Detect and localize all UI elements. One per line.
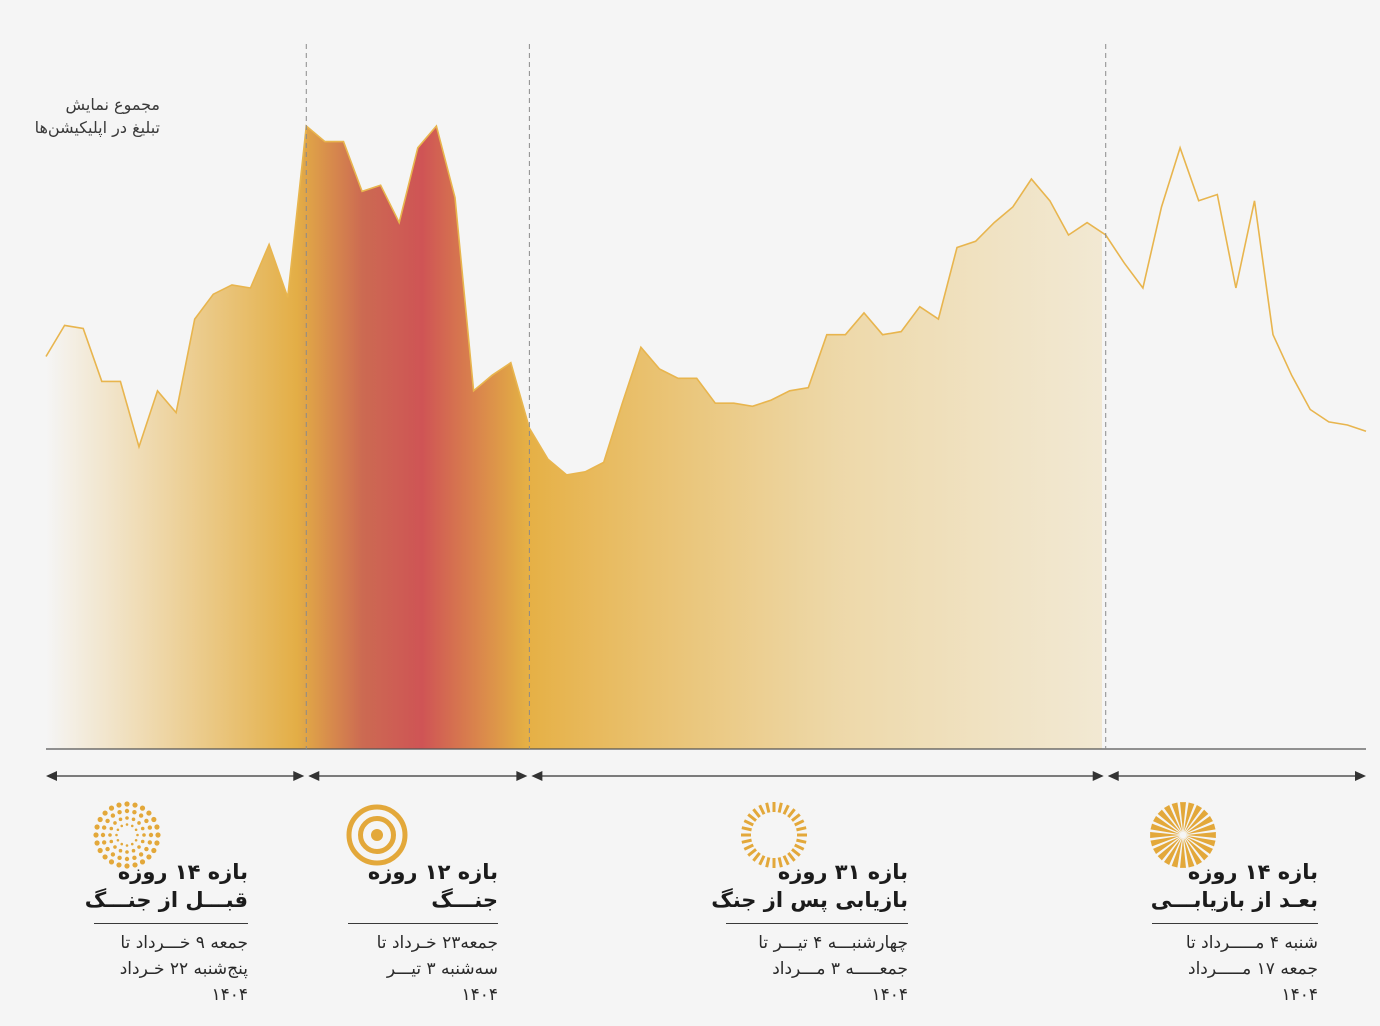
period-before-dates-line-1: جمعه ۹ خـــرداد تا bbox=[120, 933, 248, 953]
period-war-title-line-1: بازه ۱۲ روزه bbox=[367, 860, 498, 884]
period-before-dates-line-2: پنج‌شنبه ۲۲ خـرداد bbox=[119, 959, 248, 979]
period-span-arrow-war bbox=[308, 771, 528, 781]
series-line bbox=[45, 124, 1367, 476]
y-axis-label-line-1: مجموع نمایش bbox=[65, 95, 160, 114]
period-war-title: بازه ۱۲ روزه جنـــگ bbox=[368, 858, 498, 914]
period-span-arrow-recovery bbox=[531, 771, 1104, 781]
period-before-title-line-2: قبـــل از جنـــگ bbox=[84, 888, 248, 912]
period-after-title-line-2: بعـد از بازیابـــی bbox=[1150, 888, 1318, 912]
concentric-rings-icon bbox=[346, 804, 408, 866]
period-recovery-title-line-1: بازه ۳۱ روزه bbox=[777, 860, 908, 884]
period-war-rule bbox=[348, 923, 498, 924]
period-span-arrow-after bbox=[1107, 771, 1366, 781]
period-after-title-line-1: بازه ۱۴ روزه bbox=[1187, 860, 1318, 884]
period-recovery-title: بازه ۳۱ روزه بازیابی پس از جنگ bbox=[711, 858, 908, 914]
period-before-dates: جمعه ۹ خـــرداد تا پنج‌شنبه ۲۲ خـرداد ۱۴… bbox=[120, 930, 248, 1008]
period-war: بازه ۱۲ روزه جنـــگ جمعه۲۳ خـرداد تا سه‌… bbox=[300, 800, 498, 1010]
period-after-title: بازه ۱۴ روزه بعـد از بازیابـــی bbox=[1151, 858, 1318, 914]
dotted-circle-icon bbox=[93, 801, 161, 869]
period-before-title-line-1: بازه ۱۴ روزه bbox=[117, 860, 248, 884]
period-after-rule bbox=[1152, 923, 1318, 924]
period-recovery-dates-line-3: ۱۴۰۴ bbox=[871, 985, 908, 1005]
area-fill bbox=[46, 126, 1366, 749]
period-recovery-dates: چهارشنبـــه ۴ تیـــر تا جمعـــــه ۳ مـــ… bbox=[758, 930, 908, 1008]
period-war-dates-line-2: سه‌شنبه ۳ تیـــر bbox=[386, 959, 498, 979]
period-war-dates-line-3: ۱۴۰۴ bbox=[461, 985, 498, 1005]
period-recovery-rule bbox=[726, 923, 908, 924]
period-war-title-line-2: جنـــگ bbox=[431, 888, 498, 912]
period-after-dates-line-1: شنبه ۴ مـــــرداد تا bbox=[1185, 933, 1318, 953]
period-span-arrow-before bbox=[46, 771, 305, 781]
y-axis-label-line-2: تبلیغ در اپلیکیشن‌ها bbox=[34, 118, 160, 137]
dashed-ring-icon bbox=[741, 802, 807, 868]
y-axis-label: مجموع نمایش تبلیغ در اپلیکیشن‌ها bbox=[2, 93, 160, 139]
period-before-war: بازه ۱۴ روزه قبـــل از جنـــگ جمعه ۹ خــ… bbox=[46, 800, 248, 1010]
period-recovery-dates-line-2: جمعـــــه ۳ مـــرداد bbox=[772, 959, 908, 979]
period-after-dates-line-3: ۱۴۰۴ bbox=[1281, 985, 1318, 1005]
period-recovery-dates-line-1: چهارشنبـــه ۴ تیـــر تا bbox=[758, 933, 908, 953]
period-before-rule bbox=[94, 923, 248, 924]
period-before-dates-line-3: ۱۴۰۴ bbox=[211, 985, 248, 1005]
period-recovery-title-line-2: بازیابی پس از جنگ bbox=[711, 888, 908, 912]
period-after-dates: شنبه ۴ مـــــرداد تا جمعه ۱۷ مـــــرداد … bbox=[1186, 930, 1318, 1008]
period-after-dates-line-2: جمعه ۱۷ مـــــرداد bbox=[1188, 959, 1318, 979]
period-recovery: بازه ۳۱ روزه بازیابی پس از جنگ چهارشنبــ… bbox=[690, 800, 908, 1010]
period-war-dates: جمعه۲۳ خـرداد تا سه‌شنبه ۳ تیـــر ۱۴۰۴ bbox=[377, 930, 498, 1008]
period-war-dates-line-1: جمعه۲۳ خـرداد تا bbox=[376, 933, 498, 953]
sunburst-icon bbox=[1150, 802, 1216, 868]
period-after-recovery: بازه ۱۴ روزه بعـد از بازیابـــی شنبه ۴ م… bbox=[1110, 800, 1318, 1010]
period-before-title: بازه ۱۴ روزه قبـــل از جنـــگ bbox=[85, 858, 248, 914]
